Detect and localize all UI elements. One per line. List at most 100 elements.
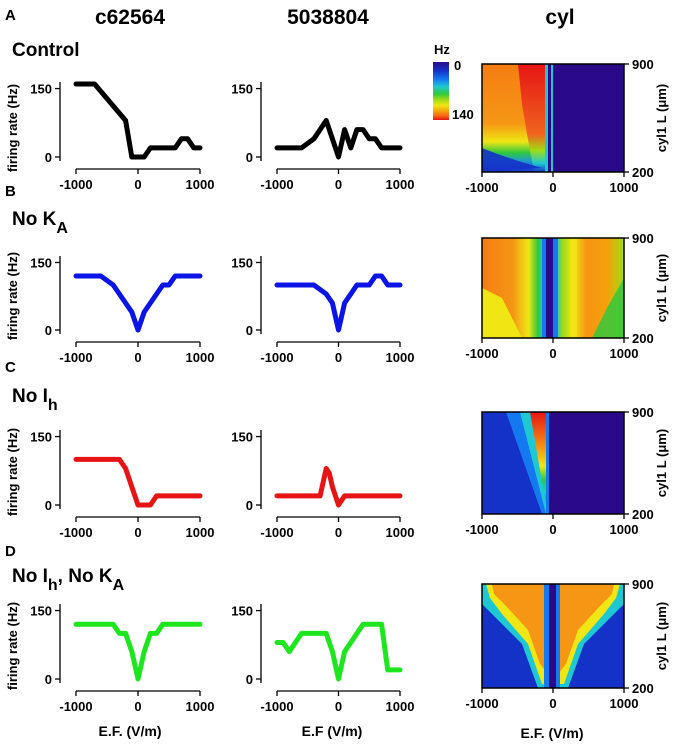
- x-tick-label: 0: [134, 699, 141, 714]
- heatmap-d-center-line: [549, 584, 556, 688]
- condition-label-no-ih: No Ih: [12, 386, 58, 414]
- x-tick-label: -1000: [59, 350, 92, 365]
- line-chart-a-left: 0 150 -1000 0 1000: [30, 81, 214, 192]
- heatmap-x-tick-label: -1000: [465, 180, 498, 195]
- panel-letter-c: C: [5, 359, 16, 376]
- x-tick-label: 0: [134, 177, 141, 192]
- line-chart-c-mid: 0 150 -1000 0 1000: [231, 430, 414, 540]
- x-tick-label: -1000: [260, 350, 293, 365]
- condition-label-no-ka: No KA: [12, 209, 68, 237]
- x-tick-label: 1000: [186, 699, 215, 714]
- y-tick-label: 150: [30, 256, 52, 271]
- heatmap-a-red-band: [518, 64, 549, 172]
- y-tick-label: 150: [231, 604, 253, 619]
- line-chart-c-left: 0 150 -1000 0 1000: [30, 430, 214, 540]
- condition-label-no-ih-no-ka: No Ih, No KA: [12, 566, 125, 594]
- x-tick-label: 1000: [186, 525, 215, 540]
- y-tick-label: 0: [45, 150, 52, 165]
- condition-label-control: Control: [12, 40, 80, 61]
- firing-rate-line-a-left: [73, 81, 203, 160]
- heatmap-x-tick-label: 0: [549, 696, 556, 711]
- heatmap-y-tick-label: 900: [632, 405, 654, 420]
- line-chart-a-mid: 0 150 -1000 0 1000: [231, 82, 414, 192]
- heatmap-y-axis-label-a: cyl1 L (μm): [654, 84, 669, 152]
- condition-label-no-ka-main: No K: [12, 209, 57, 230]
- line-chart-d-left: 0 150 -1000 0 1000: [30, 604, 214, 714]
- x-tick-label: -1000: [59, 525, 92, 540]
- heatmap-d-left-orange: [492, 584, 548, 674]
- heatmap-c-red-band: [530, 412, 548, 502]
- heatmap-x-tick-label: 1000: [610, 180, 639, 195]
- heatmap-c-center-stripe: [546, 412, 550, 514]
- colorbar-gradient: [433, 62, 449, 120]
- heatmap-y-tick-label: 200: [632, 507, 654, 522]
- condition-label-no-ih-main: No I: [12, 386, 48, 407]
- panel-letter-b: B: [5, 183, 16, 200]
- heatmap-y-tick-label: 900: [632, 231, 654, 246]
- heatmap-x-tick-label: -1000: [465, 696, 498, 711]
- heatmap-a-blue-corner: [482, 148, 542, 172]
- y-tick-label: 0: [246, 672, 253, 687]
- heatmap-y-tick-label: 200: [632, 331, 654, 346]
- condition-label-d-main: No I: [12, 566, 48, 587]
- heatmap-x-tick-label: 0: [549, 522, 556, 537]
- condition-label-d-main2: , No K: [58, 566, 113, 587]
- column-title-5038804: 5038804: [287, 6, 369, 29]
- line-chart-b-mid: 0 150 -1000 0 1000: [231, 256, 414, 366]
- x-tick-label: 0: [335, 525, 342, 540]
- y-tick-label: 0: [45, 323, 52, 338]
- y-tick-label: 150: [231, 430, 253, 445]
- heatmap-x-tick-label: -1000: [465, 346, 498, 361]
- heatmap-c-center-line: [549, 412, 552, 514]
- heatmap-x-tick-label: 0: [549, 180, 556, 195]
- x-tick-label: 1000: [386, 699, 415, 714]
- heatmap-a-center-line: [548, 64, 551, 172]
- column-title-cyl: cyl: [545, 6, 574, 29]
- y-axis-label-a: firing rate (Hz): [5, 84, 20, 172]
- heatmap-x-tick-label: 1000: [610, 696, 639, 711]
- x-tick-label: 0: [335, 699, 342, 714]
- heatmap-y-axis-label-c: cyl1 L (μm): [654, 429, 669, 497]
- y-tick-label: 0: [246, 150, 253, 165]
- line-charts: 0 150 -1000 0 1000 0 150 -1000 0 1000 0 150 -1000 0 10…: [30, 81, 415, 714]
- x-tick-label: -1000: [260, 699, 293, 714]
- colorbar: Hz 0 140: [433, 42, 474, 122]
- colorbar-title: Hz: [434, 42, 450, 57]
- y-tick-label: 150: [30, 430, 52, 445]
- condition-label-d-sub: h: [48, 577, 58, 594]
- heatmap-x-tick-label: -1000: [465, 522, 498, 537]
- firing-rate-line-d-left: [73, 621, 203, 682]
- heatmap-y-tick-label: 900: [632, 57, 654, 72]
- x-tick-label: 1000: [386, 525, 415, 540]
- panel-letter-a: A: [5, 7, 16, 24]
- y-tick-label: 0: [246, 498, 253, 513]
- heatmap-x-tick-label: 1000: [610, 346, 639, 361]
- heatmap-y-tick-label: 200: [632, 681, 654, 696]
- heatmap-y-tick-label: 200: [632, 165, 654, 180]
- heatmap-d-right-orange: [558, 584, 614, 674]
- firing-rate-line-b-left: [73, 273, 203, 333]
- condition-label-d-sub2: A: [113, 577, 125, 594]
- x-tick-label: -1000: [59, 177, 92, 192]
- y-tick-label: 150: [231, 256, 253, 271]
- x-tick-label: -1000: [59, 699, 92, 714]
- heatmap-x-tick-label: 0: [549, 346, 556, 361]
- heatmap-y-axis-label-d: cyl1 L (μm): [654, 602, 669, 670]
- firing-rate-line-d-mid: [274, 621, 403, 682]
- y-tick-label: 150: [231, 82, 253, 97]
- heatmap-panel-a: [481, 63, 625, 173]
- line-chart-b-left: 0 150 -1000 0 1000: [30, 256, 214, 366]
- heatmap-b-green-right: [592, 278, 624, 338]
- x-tick-label: 1000: [386, 177, 415, 192]
- heatmap-x-tick-label: 1000: [610, 522, 639, 537]
- y-tick-label: 0: [246, 323, 253, 338]
- x-axis-label-left: E.F. (V/m): [98, 723, 161, 739]
- y-tick-label: 150: [30, 604, 52, 619]
- x-axis-label-right: E.F. (V/m): [520, 725, 583, 741]
- x-axis-label-mid: E.F (V/m): [302, 723, 363, 739]
- heatmap-b-center-line: [546, 238, 553, 338]
- panel-letter-d: D: [5, 543, 16, 560]
- y-tick-label: 150: [30, 82, 52, 97]
